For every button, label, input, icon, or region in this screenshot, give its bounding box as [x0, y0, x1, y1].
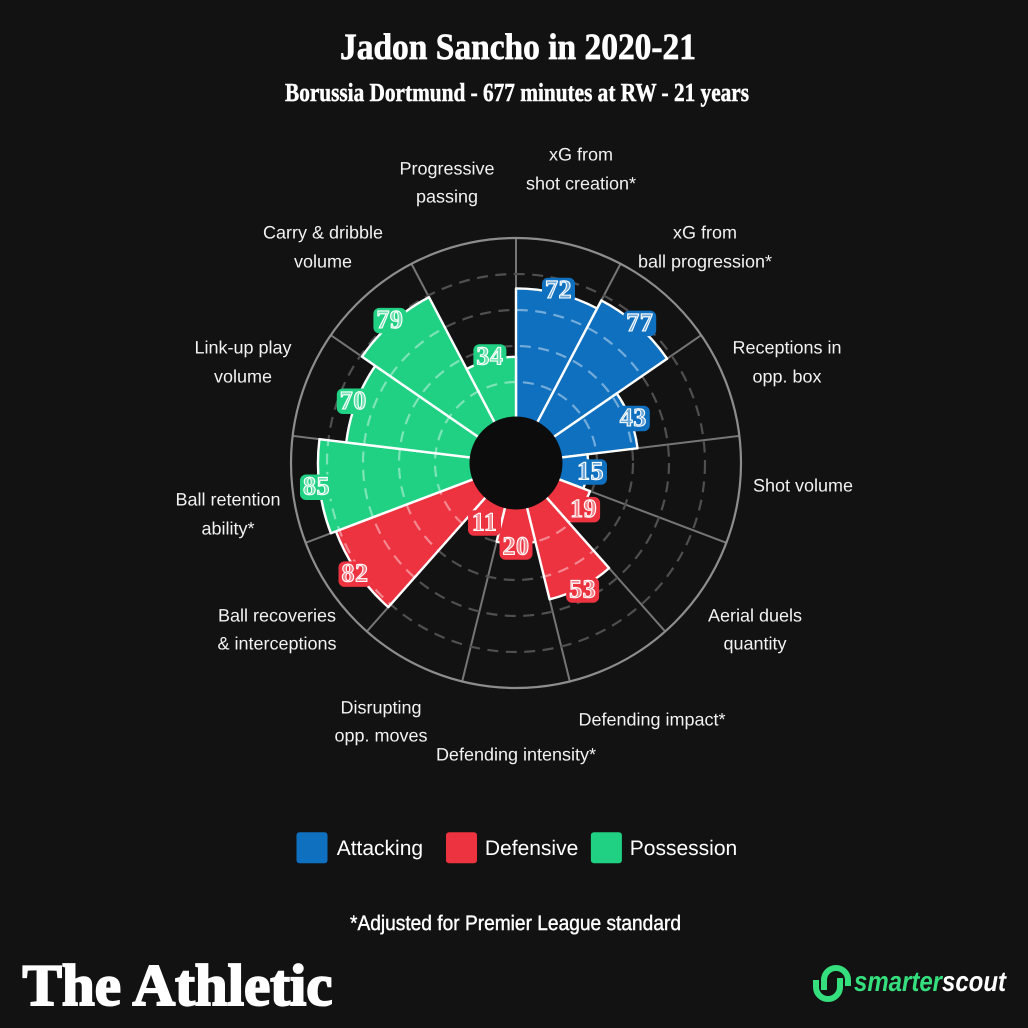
- svg-text:Jadon Sancho in 2020-21: Jadon Sancho in 2020-21: [340, 27, 696, 68]
- svg-text:77: 77: [626, 308, 653, 337]
- svg-text:20: 20: [503, 532, 530, 561]
- svg-text:34: 34: [476, 342, 503, 371]
- svg-text:Disrupting: Disrupting: [340, 697, 421, 717]
- svg-text:Borussia Dortmund - 677 minute: Borussia Dortmund - 677 minutes at RW - …: [285, 78, 749, 107]
- svg-text:opp. box: opp. box: [752, 366, 821, 386]
- svg-text:Defensive: Defensive: [485, 837, 578, 860]
- svg-text:11: 11: [472, 508, 498, 537]
- svg-text:& interceptions: & interceptions: [217, 633, 336, 653]
- svg-text:Attacking: Attacking: [337, 837, 423, 860]
- svg-text:volume: volume: [294, 251, 352, 271]
- svg-text:Carry & dribble: Carry & dribble: [263, 222, 383, 242]
- svg-text:Defending intensity*: Defending intensity*: [436, 744, 596, 764]
- svg-text:quantity: quantity: [723, 633, 786, 653]
- svg-text:82: 82: [342, 559, 369, 588]
- svg-text:Possession: Possession: [630, 837, 737, 860]
- svg-text:The Athletic: The Athletic: [23, 952, 333, 1018]
- svg-text:Aerial duels: Aerial duels: [708, 605, 802, 625]
- svg-text:smarterscout: smarterscout: [854, 966, 1007, 997]
- svg-text:79: 79: [376, 305, 403, 334]
- svg-text:Defending impact*: Defending impact*: [578, 709, 725, 729]
- svg-text:72: 72: [545, 275, 572, 304]
- svg-text:70: 70: [340, 386, 367, 415]
- svg-text:19: 19: [570, 494, 597, 523]
- svg-text:15: 15: [577, 457, 604, 486]
- svg-text:ball progression*: ball progression*: [638, 251, 772, 271]
- svg-text:*Adjusted for Premier League s: *Adjusted for Premier League standard: [350, 912, 681, 935]
- svg-text:Receptions in: Receptions in: [732, 337, 841, 357]
- svg-text:ability*: ability*: [201, 518, 254, 538]
- svg-text:shot creation*: shot creation*: [526, 173, 636, 193]
- svg-text:volume: volume: [214, 366, 272, 386]
- svg-text:Ball retention: Ball retention: [175, 489, 280, 509]
- svg-text:Shot volume: Shot volume: [753, 475, 853, 495]
- svg-text:opp. moves: opp. moves: [334, 725, 427, 745]
- svg-text:Progressive: Progressive: [399, 158, 494, 178]
- svg-text:Link-up play: Link-up play: [194, 337, 291, 357]
- svg-text:passing: passing: [416, 186, 478, 206]
- svg-text:Ball recoveries: Ball recoveries: [218, 605, 336, 625]
- svg-text:43: 43: [620, 403, 647, 432]
- svg-text:xG from: xG from: [549, 144, 613, 164]
- svg-text:xG from: xG from: [673, 222, 737, 242]
- svg-text:85: 85: [303, 472, 330, 501]
- svg-text:53: 53: [569, 575, 596, 604]
